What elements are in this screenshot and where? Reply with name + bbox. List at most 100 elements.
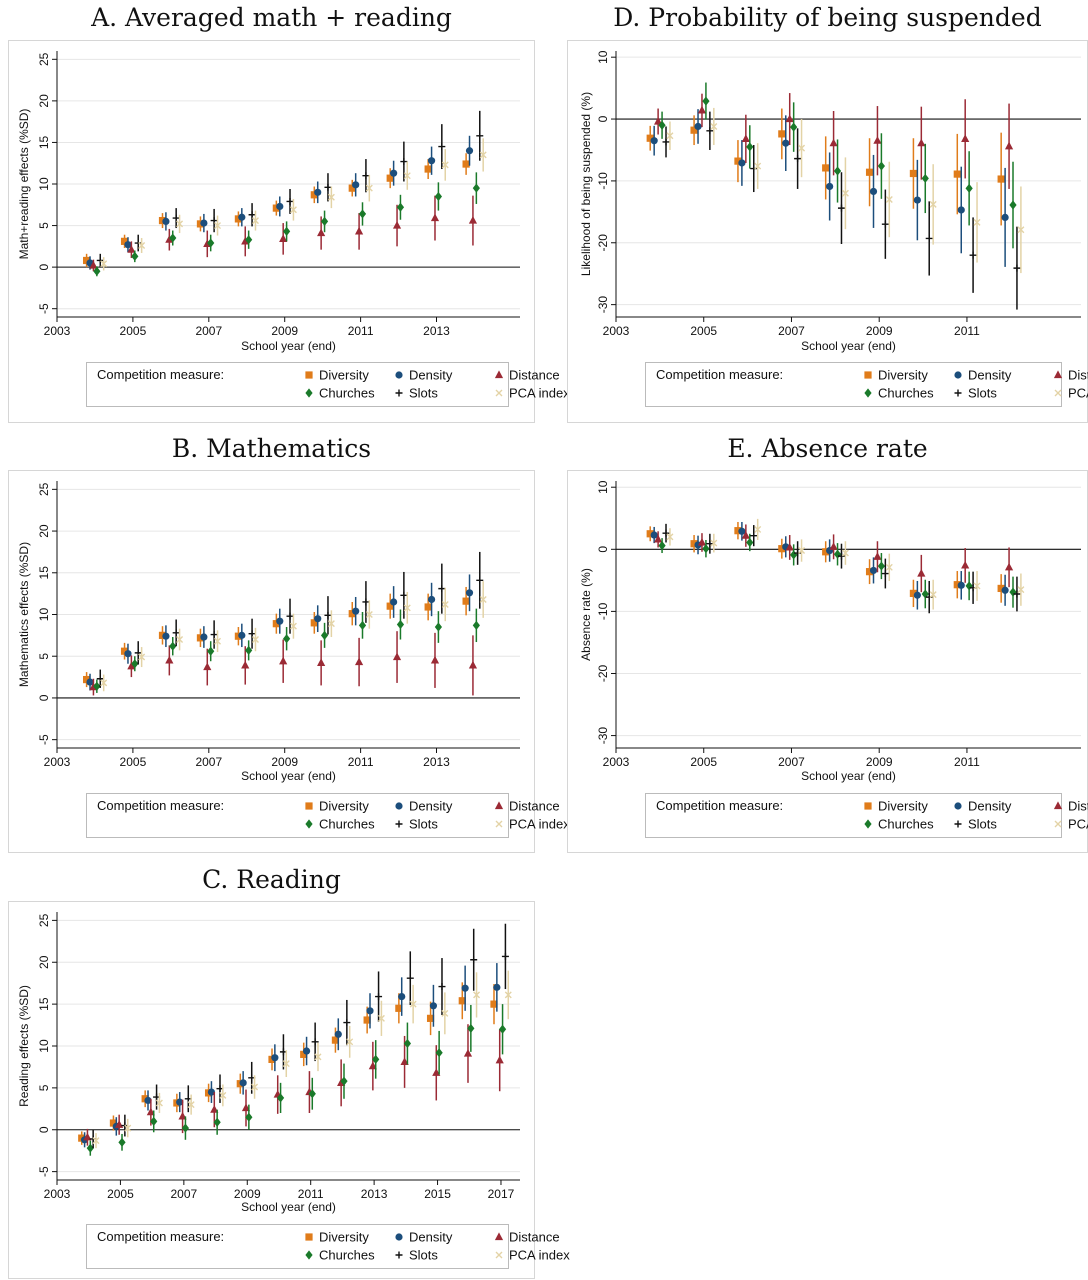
legend-entry: Density bbox=[968, 368, 1012, 383]
x-axis-label: School year (end) bbox=[241, 339, 336, 353]
legend-marker bbox=[495, 1251, 503, 1259]
data-point bbox=[368, 1061, 377, 1070]
x-tick-label: 2013 bbox=[423, 324, 450, 338]
data-point bbox=[207, 1088, 216, 1096]
x-axis-label: School year (end) bbox=[241, 769, 336, 783]
data-point bbox=[909, 169, 918, 178]
data-point bbox=[1004, 562, 1014, 571]
data-point bbox=[441, 1009, 449, 1017]
legend-marker bbox=[305, 371, 313, 379]
legend-entry: Slots bbox=[409, 1248, 438, 1263]
data-point bbox=[921, 173, 929, 184]
y-tick-label: 15 bbox=[37, 997, 51, 1011]
y-tick-label: -20 bbox=[596, 664, 610, 682]
y-tick-label: -10 bbox=[596, 602, 610, 620]
data-point bbox=[822, 164, 830, 172]
legend-entry: Density bbox=[968, 799, 1012, 814]
data-point bbox=[710, 539, 718, 547]
data-point bbox=[124, 1124, 132, 1132]
legend-marker bbox=[864, 819, 872, 829]
data-point bbox=[169, 233, 177, 243]
data-point bbox=[238, 213, 246, 221]
legend-marker bbox=[395, 1233, 403, 1241]
series-churches bbox=[86, 1004, 507, 1156]
legend-entry: Slots bbox=[968, 386, 997, 401]
data-point bbox=[504, 991, 512, 999]
x-tick-label: 2013 bbox=[423, 755, 450, 769]
y-tick-label: 0 bbox=[37, 694, 51, 701]
data-point bbox=[248, 630, 256, 638]
x-tick-label: 2017 bbox=[488, 1187, 515, 1201]
data-point bbox=[207, 646, 215, 656]
legend-entry: Diversity bbox=[878, 799, 928, 814]
data-point bbox=[245, 645, 253, 655]
data-point bbox=[462, 597, 470, 605]
data-point bbox=[131, 251, 139, 261]
x-tick-label: 2003 bbox=[603, 755, 630, 769]
data-point bbox=[441, 161, 449, 169]
data-point bbox=[358, 620, 367, 630]
legend-entry: Churches bbox=[319, 386, 375, 401]
data-point bbox=[138, 653, 146, 661]
data-point bbox=[921, 589, 929, 599]
data-point bbox=[738, 527, 746, 535]
data-point bbox=[362, 598, 370, 606]
data-point bbox=[245, 235, 253, 245]
data-point bbox=[165, 655, 174, 664]
legend-marker bbox=[1054, 389, 1062, 397]
legend-entry: Churches bbox=[878, 817, 934, 832]
data-point bbox=[1009, 587, 1017, 597]
data-point bbox=[969, 251, 977, 259]
data-point bbox=[925, 234, 933, 242]
data-point bbox=[654, 534, 663, 543]
data-point bbox=[272, 204, 280, 212]
data-point bbox=[377, 1014, 385, 1022]
data-point bbox=[434, 622, 443, 632]
data-point bbox=[100, 260, 108, 268]
series-pca-index bbox=[100, 581, 487, 692]
x-tick-label: 2003 bbox=[44, 1187, 71, 1201]
data-point bbox=[917, 138, 926, 147]
x-axis-label: School year (end) bbox=[801, 769, 896, 783]
legend-marker bbox=[305, 388, 313, 398]
data-point bbox=[702, 96, 710, 106]
data-point bbox=[162, 632, 170, 640]
data-point bbox=[124, 650, 132, 658]
data-point bbox=[841, 549, 849, 557]
data-point bbox=[187, 1101, 195, 1109]
data-point bbox=[392, 220, 402, 229]
data-point bbox=[646, 134, 654, 142]
data-point bbox=[1004, 141, 1014, 150]
data-point bbox=[435, 1048, 443, 1058]
series-diversity bbox=[646, 521, 1005, 608]
legend-entry: Distance bbox=[1068, 368, 1088, 383]
data-point bbox=[1001, 213, 1009, 222]
x-tick-label: 2005 bbox=[107, 1187, 134, 1201]
legend-title: Competition measure: bbox=[97, 798, 224, 813]
y-tick-label: -20 bbox=[596, 234, 610, 252]
data-point bbox=[430, 213, 440, 222]
data-point bbox=[200, 219, 208, 227]
data-point bbox=[127, 661, 136, 670]
series-churches bbox=[658, 82, 1017, 249]
data-point bbox=[403, 172, 411, 180]
data-point bbox=[251, 1083, 259, 1091]
series-density bbox=[80, 963, 501, 1148]
data-point bbox=[434, 191, 443, 202]
series-slots bbox=[89, 923, 509, 1149]
legend-entry: Slots bbox=[409, 386, 438, 401]
data-point bbox=[917, 568, 926, 577]
data-point bbox=[495, 1055, 504, 1064]
data-point bbox=[473, 991, 481, 999]
y-tick-label: 5 bbox=[37, 1084, 51, 1091]
data-point bbox=[372, 1054, 380, 1064]
panel-d: D. Probability of being suspended -30 -20 -… bbox=[567, 3, 1088, 423]
data-point bbox=[658, 540, 666, 551]
data-point bbox=[172, 214, 180, 222]
x-tick-label: 2003 bbox=[44, 755, 71, 769]
data-point bbox=[352, 181, 360, 189]
data-point bbox=[837, 204, 845, 212]
panel-title: A. Averaged math + reading bbox=[90, 3, 452, 32]
x-tick-label: 2003 bbox=[603, 324, 630, 338]
data-point bbox=[354, 657, 364, 666]
